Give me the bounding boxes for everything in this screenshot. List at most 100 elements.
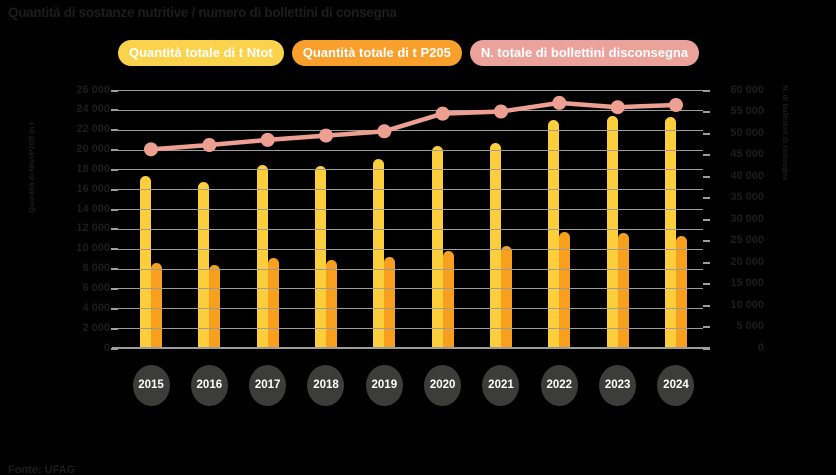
right-axis-tick-label: 30 000 — [730, 212, 764, 225]
gridline — [118, 149, 703, 151]
right-tick — [703, 197, 710, 199]
bar-p205-2023 — [617, 232, 629, 348]
right-axis-tick-label: 60 000 — [730, 83, 764, 96]
gridline — [118, 109, 703, 111]
gridline — [118, 288, 703, 290]
bar-ntot-2022 — [548, 119, 560, 348]
bar-p205-2021 — [500, 245, 512, 348]
line-marker-2019 — [377, 124, 392, 139]
left-tick — [111, 248, 118, 251]
right-tick — [703, 132, 710, 135]
line-marker-2023 — [610, 100, 625, 115]
chart-title: Quantità di sostanze nutritive / numero … — [8, 5, 397, 20]
legend-pill-1: Quantità totale di t Ntot — [118, 40, 284, 66]
gridline — [118, 169, 703, 171]
left-axis-tick-label: 14 000 — [76, 202, 110, 215]
left-tick — [111, 287, 118, 290]
right-tick — [703, 326, 710, 328]
left-axis-tick-label: 8 000 — [82, 262, 110, 275]
right-axis-tick-label: 40 000 — [730, 169, 764, 182]
gridline — [118, 209, 703, 211]
left-axis-tick-label: 4 000 — [82, 301, 110, 314]
legend: Quantità totale di t Ntot Quantità totale… — [118, 40, 700, 66]
bar-p205-2024 — [675, 235, 687, 348]
bar-ntot-2021 — [489, 142, 501, 348]
line-marker-2021 — [493, 104, 508, 119]
left-tick — [111, 129, 118, 132]
left-tick — [111, 307, 118, 310]
bar-p205-2016 — [209, 264, 221, 348]
bar-p205-2022 — [559, 231, 571, 348]
legend-pill-2: Quantità totale di t P205 — [291, 40, 462, 66]
bar-p205-2017 — [267, 257, 279, 348]
bar-ntot-2019 — [373, 159, 385, 348]
right-tick — [703, 154, 710, 156]
gridline — [118, 90, 703, 91]
bar-ntot-2024 — [664, 116, 676, 348]
right-tick — [703, 218, 710, 221]
source-note: Fonte: UFAG — [8, 464, 76, 475]
right-axis-tick-label: 55 000 — [730, 105, 764, 117]
left-axis-tick-label: 16 000 — [76, 182, 110, 195]
x-axis-label-2018: 2018 — [307, 364, 345, 406]
gridline — [118, 189, 703, 191]
left-axis-tick-label: 0 — [103, 341, 110, 354]
gridline — [118, 268, 703, 270]
legend-pill-3: N. totale di bollettini disconsegna — [469, 40, 700, 66]
x-axis-label-2021: 2021 — [482, 364, 520, 406]
line-marker-2018 — [318, 128, 333, 143]
gridline — [118, 228, 703, 230]
x-axis-label-2017: 2017 — [249, 364, 287, 406]
x-axis-label-2024: 2024 — [657, 364, 695, 406]
left-tick — [111, 149, 118, 152]
bar-ntot-2020 — [431, 145, 443, 348]
left-axis-tick-label: 24 000 — [76, 103, 110, 116]
left-axis-tick-label: 12 000 — [76, 222, 110, 235]
line-path — [150, 100, 677, 152]
x-axis-label-2022: 2022 — [540, 364, 578, 406]
bar-ntot-2016 — [198, 182, 210, 348]
line-marker-2015 — [144, 142, 158, 157]
right-axis-tick-label: 5 000 — [736, 320, 764, 332]
left-tick — [111, 89, 118, 92]
bar-ntot-2015 — [140, 176, 151, 348]
line-marker-2024 — [668, 98, 683, 113]
left-axis-tick-label: 22 000 — [76, 123, 110, 136]
bar-ntot-2023 — [606, 115, 618, 348]
right-tick — [703, 240, 710, 242]
x-axis-line — [112, 347, 710, 349]
left-tick — [111, 327, 118, 330]
right-axis-tick-label: 25 000 — [730, 234, 764, 246]
bar-ntot-2018 — [314, 166, 326, 348]
right-axis-tick-label: 0 — [757, 341, 764, 354]
left-axis-tick-label: 6 000 — [82, 281, 110, 294]
x-axis-label-2019: 2019 — [365, 364, 403, 406]
gridline — [118, 129, 703, 131]
gridline — [118, 248, 703, 250]
bar-p205-2019 — [384, 256, 396, 348]
right-tick — [703, 175, 710, 178]
right-axis-title: N. di bollettini di consegna — [781, 85, 790, 181]
line-marker-2017 — [260, 132, 275, 147]
gridline — [118, 308, 703, 310]
left-tick — [111, 168, 118, 171]
left-axis-tick-label: 10 000 — [76, 242, 110, 255]
right-axis-tick-label: 20 000 — [730, 255, 764, 268]
right-axis-tick-label: 45 000 — [730, 148, 764, 160]
right-axis-tick-label: 15 000 — [730, 277, 764, 289]
bar-p205-2018 — [325, 259, 337, 348]
line-marker-2016 — [202, 138, 217, 153]
x-axis-label-2023: 2023 — [599, 364, 637, 406]
right-axis-tick-label: 50 000 — [730, 126, 764, 139]
left-axis-tick-label: 2 000 — [82, 321, 110, 334]
line-marker-2020 — [435, 106, 450, 121]
right-tick — [703, 283, 710, 285]
bar-p205-2020 — [442, 250, 454, 348]
left-axis-tick-label: 26 000 — [76, 83, 110, 96]
left-axis-tick-label: 18 000 — [76, 162, 110, 175]
right-tick — [703, 347, 710, 350]
line-marker-2022 — [552, 95, 567, 110]
left-tick — [111, 208, 118, 211]
right-axis-tick-label: 10 000 — [730, 298, 764, 311]
